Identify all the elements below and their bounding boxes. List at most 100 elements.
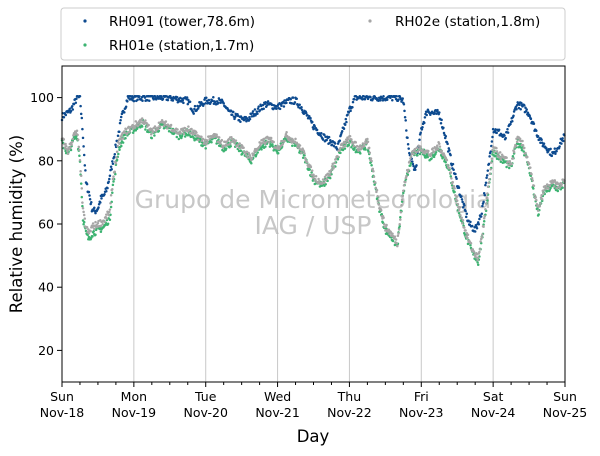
data-point (460, 198, 464, 201)
data-point (124, 128, 128, 131)
data-point (352, 144, 356, 148)
data-point (399, 215, 402, 219)
data-point (79, 112, 83, 116)
data-point (438, 111, 441, 114)
x-tick-label: Sun Nov-18 (40, 389, 85, 420)
data-point (148, 129, 152, 132)
watermark: Grupo de Micrometeorologia IAG / USP (135, 185, 492, 240)
data-point (126, 100, 129, 103)
data-point (124, 137, 127, 140)
data-point (332, 166, 336, 169)
data-point (397, 232, 400, 235)
data-point (432, 155, 436, 159)
data-point (469, 220, 472, 224)
data-point (398, 223, 401, 226)
data-point (419, 131, 422, 135)
data-point (111, 183, 115, 187)
data-point (201, 137, 205, 141)
data-point (486, 192, 489, 195)
data-point (290, 141, 293, 144)
data-point (484, 183, 487, 187)
data-point (412, 164, 415, 168)
legend-box (60, 7, 566, 61)
data-point (343, 147, 347, 150)
data-point (89, 229, 92, 233)
data-point (192, 112, 195, 115)
data-point (403, 180, 407, 184)
data-point (435, 146, 438, 149)
data-point (93, 227, 96, 231)
data-point (175, 135, 179, 139)
data-point (303, 152, 306, 155)
data-point (138, 123, 141, 126)
data-point (262, 107, 265, 111)
data-point (440, 118, 443, 122)
data-point (560, 184, 563, 188)
data-point (289, 137, 292, 140)
data-point (450, 177, 453, 180)
data-point (336, 155, 340, 159)
data-point (71, 108, 75, 111)
data-point (110, 167, 113, 171)
data-point (536, 134, 540, 138)
data-point (182, 130, 185, 133)
data-point (162, 127, 166, 130)
data-point (119, 118, 122, 122)
data-point (396, 244, 399, 248)
data-point (549, 186, 552, 190)
data-point (379, 209, 383, 212)
data-point (94, 211, 97, 215)
data-point (491, 135, 494, 139)
data-point (395, 95, 398, 98)
data-point (105, 189, 108, 193)
watermark-line-1: Grupo de Micrometeorologia (135, 185, 492, 214)
data-point (495, 157, 499, 161)
data-point (309, 116, 312, 120)
data-point (526, 155, 529, 159)
data-point (155, 129, 158, 132)
data-point (82, 210, 85, 214)
data-point (182, 132, 186, 135)
data-point (326, 179, 329, 183)
data-point (442, 152, 445, 155)
data-point (256, 112, 259, 115)
data-point (205, 96, 208, 100)
data-point (346, 113, 349, 117)
y-tick-label: 100 (30, 90, 54, 105)
data-point (490, 140, 494, 143)
data-point (127, 125, 130, 129)
data-point (448, 166, 451, 170)
data-point (84, 169, 87, 172)
data-point (511, 157, 515, 160)
data-point (449, 171, 453, 174)
data-point (504, 136, 507, 140)
data-point (80, 187, 84, 190)
data-point (85, 182, 89, 186)
data-point (547, 187, 550, 190)
data-point (479, 215, 483, 218)
data-point (242, 146, 245, 150)
data-point (339, 146, 342, 150)
data-point (366, 97, 370, 101)
data-point (408, 151, 411, 155)
data-point (68, 107, 71, 111)
data-point (91, 222, 95, 225)
data-point (83, 217, 87, 220)
data-point (64, 145, 68, 148)
data-point (520, 148, 524, 152)
data-point (229, 144, 232, 148)
data-point (414, 168, 417, 172)
data-point (453, 190, 456, 194)
data-point (132, 99, 136, 103)
data-point (436, 108, 439, 112)
data-point (540, 138, 543, 142)
data-point (252, 114, 255, 118)
data-point (119, 115, 123, 119)
data-point (413, 147, 417, 151)
data-point (320, 132, 323, 135)
data-point (482, 217, 486, 220)
data-point (271, 143, 274, 146)
data-point (527, 162, 531, 166)
data-point (200, 135, 203, 138)
